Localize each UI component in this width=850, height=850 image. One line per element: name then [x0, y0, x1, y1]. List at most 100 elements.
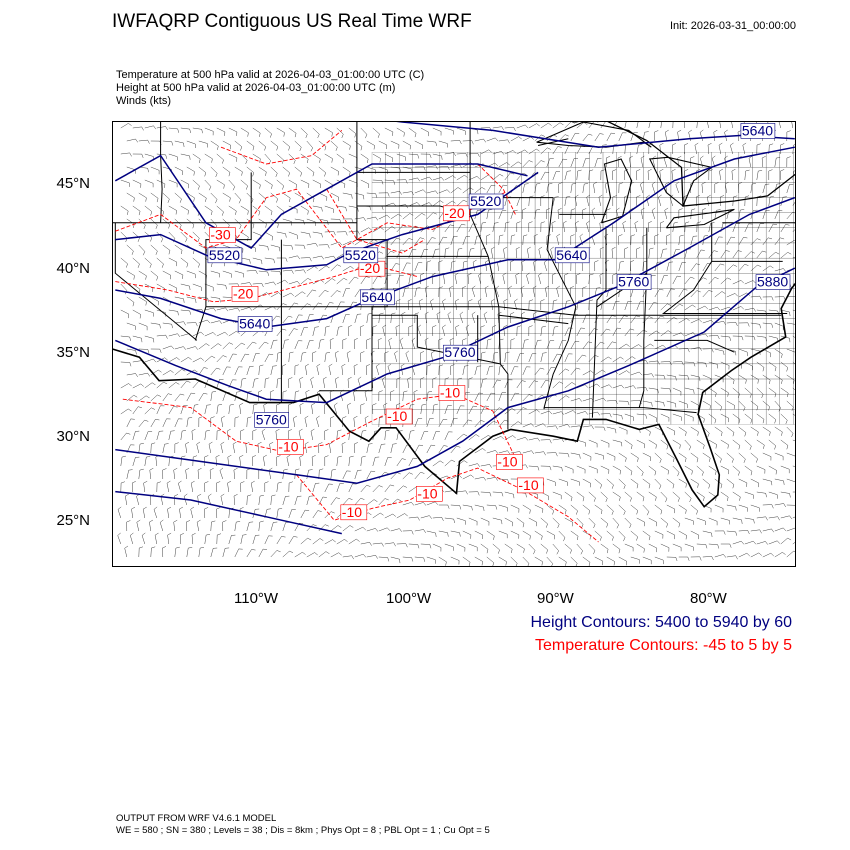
wind-barb-icon — [246, 341, 257, 350]
wind-barb-icon — [774, 322, 784, 331]
wind-barb-icon — [552, 465, 563, 472]
wind-barb-icon — [696, 439, 705, 449]
wind-barb-icon — [264, 127, 272, 138]
wind-barb-icon — [624, 301, 632, 311]
wind-barb-icon — [522, 183, 529, 194]
wind-barb-icon — [516, 149, 528, 155]
wind-barb-icon — [504, 127, 516, 132]
wind-barb-icon — [168, 205, 177, 215]
wind-barb-icon — [690, 208, 696, 220]
wind-barb-icon — [588, 383, 600, 389]
wind-barb-icon — [636, 517, 645, 527]
wind-barb-icon — [258, 364, 264, 376]
wind-barb-icon — [282, 495, 290, 506]
wind-barb-icon — [186, 296, 197, 304]
wind-barb-icon — [174, 418, 183, 428]
wind-barb-icon — [258, 192, 266, 203]
wind-barb-icon — [486, 365, 494, 376]
wind-barb-icon — [600, 543, 609, 554]
county-cell — [453, 182, 468, 198]
wind-barb-icon — [516, 380, 526, 389]
wind-barb-icon — [522, 136, 534, 142]
wind-barb-icon — [750, 552, 762, 558]
wind-barb-icon — [324, 539, 336, 545]
wind-barb-icon — [420, 202, 432, 207]
wind-barb-icon — [288, 127, 297, 138]
wind-barb-icon — [630, 452, 639, 462]
wind-barb-icon — [696, 169, 701, 181]
wind-barb-icon — [402, 287, 410, 298]
wind-barb-icon — [594, 530, 602, 541]
wind-barb-icon — [294, 495, 302, 506]
wind-barb-icon — [750, 348, 761, 355]
county-cell — [711, 318, 726, 334]
wind-barb-icon — [324, 351, 331, 363]
wind-barb-icon — [162, 218, 170, 229]
wind-barb-icon — [288, 205, 298, 214]
wind-barb-icon — [534, 134, 546, 142]
wind-barb-icon — [120, 122, 132, 129]
wind-barb-icon — [669, 194, 674, 207]
wind-barb-icon — [222, 140, 231, 150]
wind-barb-icon — [250, 480, 255, 493]
county-cell — [684, 378, 699, 395]
wind-barb-icon — [642, 530, 651, 541]
wind-barb-icon — [438, 140, 449, 148]
wind-barb-icon — [378, 140, 388, 150]
wind-barb-icon — [756, 170, 763, 181]
county-cell — [711, 288, 726, 304]
wind-barb-icon — [702, 319, 715, 324]
wind-barb-icon — [384, 127, 394, 136]
wind-barb-icon — [558, 182, 563, 194]
wind-barb-icon — [594, 452, 605, 460]
wind-barb-icon — [288, 536, 298, 545]
wind-barb-icon — [702, 530, 713, 538]
wind-barb-icon — [636, 387, 648, 392]
wind-barb-icon — [696, 517, 706, 526]
county-cell — [738, 409, 753, 425]
wind-barb-icon — [432, 153, 443, 160]
wind-barb-icon — [720, 250, 730, 259]
wind-barb-icon — [270, 365, 277, 376]
temperature-contour-label: -10 — [417, 485, 437, 501]
wind-barb-icon — [468, 543, 478, 552]
height-contour-label-box — [237, 316, 273, 332]
wind-barb-icon — [510, 136, 522, 142]
wind-barb-icon — [198, 367, 208, 376]
wind-barb-icon — [402, 390, 408, 402]
county-cell — [548, 333, 563, 349]
county-cell — [494, 273, 509, 289]
wind-barb-icon — [456, 224, 466, 233]
wind-barb-icon — [414, 418, 423, 428]
wind-barb-icon — [432, 248, 440, 259]
wind-barb-icon — [120, 361, 132, 367]
wind-barb-icon — [132, 406, 142, 415]
wind-barb-icon — [270, 140, 279, 151]
wind-barb-icon — [574, 194, 579, 207]
county-cell — [657, 197, 672, 213]
wind-barb-icon — [768, 223, 778, 233]
wind-barb-icon — [228, 127, 238, 136]
wind-barb-icon — [558, 158, 568, 168]
wind-barb-icon — [153, 506, 158, 519]
county-cell — [616, 348, 631, 365]
wind-barb-icon — [480, 543, 489, 554]
county-cell — [466, 378, 481, 395]
wind-barb-icon — [774, 527, 787, 532]
wind-barb-icon — [269, 441, 274, 454]
county-cell — [630, 378, 644, 395]
wind-barb-icon — [240, 429, 245, 441]
wind-barb-icon — [768, 387, 777, 398]
wind-barb-icon — [738, 182, 743, 194]
county-cell — [752, 242, 767, 259]
wind-barb-icon — [744, 280, 756, 285]
wind-barb-icon — [630, 530, 638, 541]
wind-barb-icon — [576, 273, 581, 285]
wind-barb-icon — [264, 153, 271, 165]
temperature-contour-label-box — [517, 477, 544, 494]
wind-barb-icon — [444, 224, 455, 233]
wind-barb-icon — [642, 234, 647, 246]
wind-barb-icon — [330, 140, 338, 151]
wind-barb-icon — [300, 153, 309, 164]
wind-barb-icon — [538, 246, 543, 259]
